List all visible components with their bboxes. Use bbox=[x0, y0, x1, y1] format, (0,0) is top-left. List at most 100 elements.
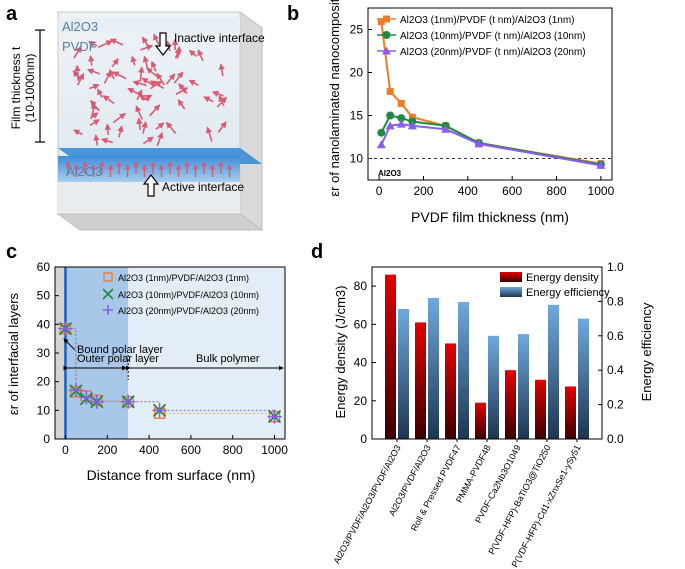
y-tick-label-c: 30 bbox=[37, 346, 51, 360]
legend-d: Energy density Energy efficiency bbox=[500, 272, 610, 299]
legend-c-text-1: Al2O3 (1nm)/PVDF/Al2O3 (1nm) bbox=[118, 273, 249, 283]
x-tick-label-b: 400 bbox=[458, 184, 478, 198]
dipole-arrow bbox=[142, 94, 153, 101]
data-point-b bbox=[407, 121, 417, 130]
bottom-al2o3-label: Al2O3 bbox=[66, 164, 102, 179]
inactive-arrow-icon bbox=[154, 32, 172, 56]
category-label-d: P(VDF-HFP)-BaTiO3@TiO250 bbox=[486, 443, 552, 556]
legend-b-marker-3 bbox=[382, 46, 391, 55]
y-tick-label-d: 60 bbox=[354, 317, 368, 331]
data-point-b bbox=[397, 99, 405, 107]
xlabel-b: PVDF film thickness (nm) bbox=[411, 209, 569, 225]
dipole-arrow bbox=[203, 96, 214, 103]
y-tick-label-c: 20 bbox=[37, 375, 51, 389]
dipole-arrow bbox=[140, 44, 154, 51]
data-point-b bbox=[386, 111, 395, 120]
y2label-d: Energy efficiency bbox=[639, 302, 654, 401]
data-point-b bbox=[474, 139, 484, 148]
dipole-arrow bbox=[165, 73, 176, 85]
dipole-arrow bbox=[218, 63, 225, 77]
data-point-c bbox=[121, 394, 136, 409]
dipole-arrow bbox=[89, 83, 100, 90]
legend-d-swatch-2 bbox=[500, 287, 522, 297]
dipole-arrow bbox=[108, 69, 115, 80]
panel-a-label: a bbox=[6, 3, 18, 25]
top-al2o3-label: Al2O3 bbox=[62, 19, 98, 34]
dipole-arrow bbox=[76, 72, 85, 86]
y2-tick-label-d: 0.2 bbox=[607, 398, 624, 412]
legend-c-marker-3 bbox=[103, 305, 113, 315]
data-point-c bbox=[58, 321, 73, 336]
ylabel-b: εr of nanolaminated nanocomposite bbox=[327, 0, 342, 197]
y-tick-label-c: 40 bbox=[37, 317, 51, 331]
legend-b-marker-1 bbox=[383, 15, 390, 23]
top-al2o3-layer bbox=[58, 18, 240, 34]
chart-d-content: 0204060800.00.20.40.60.81.0Al2O3/PVDF/Al… bbox=[331, 260, 624, 569]
data-point-b bbox=[396, 119, 406, 128]
dipole-arrow bbox=[109, 38, 124, 46]
dipole-arrow bbox=[149, 80, 163, 90]
legend-d-text-2: Energy efficiency bbox=[526, 287, 610, 299]
pvdf-label: PVDF bbox=[62, 39, 97, 54]
panel-c-label: c bbox=[6, 241, 17, 263]
ylabel-c: εr of interfacial layers bbox=[6, 292, 21, 415]
dipole-arrow bbox=[136, 89, 143, 101]
dipole-arrow bbox=[104, 123, 111, 135]
panel-b-label: b bbox=[287, 3, 299, 25]
ref-line-label-b: Al2O3 bbox=[378, 169, 402, 178]
dipole-arrow bbox=[138, 66, 145, 82]
y-tick-label-b: 20 bbox=[350, 66, 364, 80]
bulk-layer-label: Bulk polymer bbox=[196, 353, 260, 365]
dipole-arrow bbox=[149, 104, 161, 117]
x-tick-label-b: 0 bbox=[376, 184, 383, 198]
dipole-arrow bbox=[142, 136, 154, 145]
substrate-region bbox=[55, 267, 66, 439]
legend-d-text-1: Energy density bbox=[526, 272, 599, 284]
dipole-arrow bbox=[173, 71, 184, 84]
dipole-arrow bbox=[73, 129, 83, 136]
data-point-c bbox=[79, 390, 94, 405]
dipole-arrow bbox=[142, 55, 149, 69]
dipole-arrow bbox=[102, 95, 115, 105]
dipole-arrow bbox=[197, 49, 204, 62]
energy-efficiency-bar bbox=[548, 304, 559, 439]
dipole-arrow bbox=[141, 121, 148, 134]
panel-b: b 0 200 400 600 800 1000 10 15 20 25 PVDF film th… bbox=[287, 0, 615, 225]
x-tick-label-c: 600 bbox=[181, 443, 201, 457]
x-tick-label-c: 400 bbox=[139, 443, 159, 457]
x-tick-label-b: 800 bbox=[547, 184, 567, 198]
dipole-arrow bbox=[156, 131, 164, 147]
x-tick-label-c: 800 bbox=[223, 443, 243, 457]
xlabel-c: Distance from surface (nm) bbox=[87, 467, 256, 483]
legend-c-marker-2 bbox=[102, 288, 114, 300]
y2-tick-label-d: 0.8 bbox=[607, 294, 624, 308]
legend-d-swatch-1 bbox=[500, 272, 522, 282]
energy-density-bar bbox=[565, 386, 576, 439]
data-point-b bbox=[385, 121, 395, 130]
y-tick-label-c: 0 bbox=[43, 432, 50, 446]
legend-b-text-2: Al2O3 (10nm)/PVDF (t nm)/Al2O3 (10nm) bbox=[400, 31, 586, 42]
chart-c-content: 0 200 400 600 800 1000 0 10 20 30 40 50 60 bbox=[37, 260, 289, 457]
dipole-arrow bbox=[111, 58, 119, 68]
dipole-arrow bbox=[141, 77, 155, 87]
dipole-arrow bbox=[87, 40, 98, 47]
data-point-b bbox=[408, 113, 416, 121]
dipole-arrow bbox=[153, 33, 160, 45]
dipole-arrow bbox=[130, 55, 137, 66]
dipole-arrow bbox=[93, 134, 100, 146]
dipole-arrow bbox=[89, 119, 101, 126]
outer-polar-region bbox=[65, 267, 129, 439]
y2-tick-label-d: 0.0 bbox=[607, 432, 624, 446]
dipole-arrow bbox=[74, 64, 81, 81]
active-arrow-icon bbox=[142, 174, 160, 197]
outer-layer-label: Outer polar layer bbox=[77, 353, 159, 365]
dipole-arrow bbox=[175, 87, 189, 96]
panel-d-label: d bbox=[311, 241, 323, 263]
data-point-c bbox=[152, 403, 167, 418]
legend-c-marker-1 bbox=[103, 272, 113, 282]
dipole-arrow bbox=[174, 48, 181, 59]
energy-density-bar bbox=[385, 274, 396, 439]
y-tick-label-d: 40 bbox=[354, 356, 368, 370]
dipole-arrow bbox=[217, 121, 227, 133]
